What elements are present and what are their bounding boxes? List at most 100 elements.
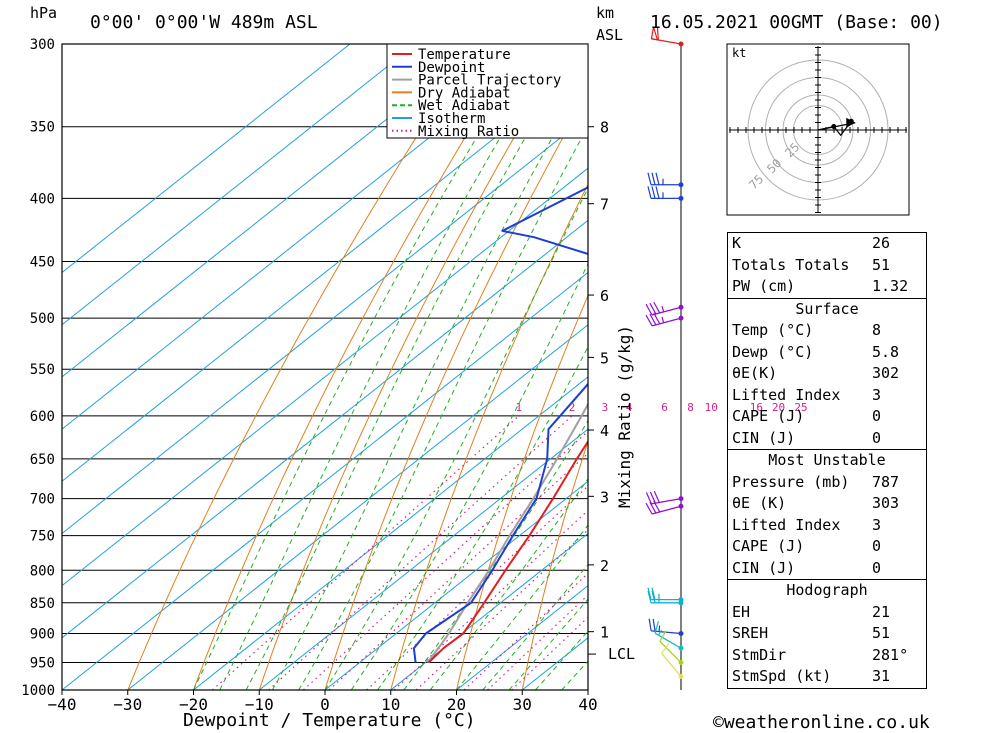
isotherm	[62, 219, 588, 639]
barb-flag	[655, 186, 660, 199]
index-value: 21	[872, 602, 891, 621]
index-value: 26	[872, 234, 891, 252]
pressure-tick-label: 450	[30, 255, 55, 271]
unit-km: km	[596, 4, 614, 22]
x-tick-label: −40	[48, 695, 77, 714]
wind-barb	[645, 500, 684, 515]
index-value: 281°	[872, 645, 909, 664]
mixing-ratio-label: 25	[794, 401, 807, 414]
barb-flag	[647, 590, 652, 603]
mixing-ratio-label: 4	[626, 401, 633, 414]
index-row: Dewp (°C) 5.8	[728, 342, 926, 364]
index-value: 302	[872, 364, 900, 382]
barb-flag	[648, 618, 652, 631]
wet-adiabat	[298, 125, 588, 690]
dry-adiabat	[193, 44, 524, 690]
index-value: 31	[872, 667, 891, 685]
km-tick-label: 5	[600, 349, 609, 367]
index-label: CIN (J)	[732, 558, 796, 577]
legend-label: Isotherm	[418, 111, 485, 127]
unit-hpa: hPa	[30, 4, 57, 22]
wet-adiabat	[324, 187, 588, 690]
barb-flag	[649, 501, 657, 514]
km-tick-label: 8	[600, 119, 609, 137]
x-tick-label: −20	[179, 695, 208, 714]
barb-dot	[678, 182, 684, 188]
barb-staff	[654, 632, 682, 649]
isotherm	[62, 271, 588, 690]
hodograph-indices-title: Hodograph	[786, 581, 868, 599]
hodograph-indices: Hodograph EH 21 SREH 51 StmDir 281° StmSpd (kt)…	[727, 579, 927, 689]
pressure-tick-label: 800	[30, 563, 55, 579]
mixing-ratio-line	[393, 509, 588, 690]
barb-flag	[651, 587, 656, 600]
pressure-tick-label: 1000	[21, 683, 55, 699]
legend-label: Temperature	[418, 47, 511, 63]
index-value: 5.8	[872, 342, 900, 361]
index-row: CAPE (J) 0	[728, 406, 926, 428]
general-indices: K 26 Totals Totals 51 PW (cm) 1.32	[727, 232, 927, 299]
barb-flag	[645, 303, 653, 316]
index-row: Totals Totals 51	[728, 255, 926, 277]
wet-adiabat	[245, 44, 581, 690]
x-tick-label: 40	[578, 695, 597, 714]
barb-flag	[649, 313, 657, 326]
index-label: Lifted Index	[732, 515, 841, 534]
barb-flag	[649, 302, 657, 315]
barb-half-flag	[658, 625, 661, 632]
barb-flag	[645, 502, 653, 515]
index-label: PW (cm)	[732, 277, 796, 295]
index-label: Dewp (°C)	[732, 342, 814, 361]
km-tick-label: 1	[600, 624, 609, 642]
most-unstable-indices: Most Unstable Pressure (mb) 787 θE (K) 303 Li…	[727, 449, 927, 580]
x-tick-label: −30	[113, 695, 142, 714]
wind-barb	[647, 186, 684, 201]
mixing-ratio-label: 3	[602, 401, 609, 414]
index-value: 1.32	[872, 277, 909, 295]
index-value: 8	[872, 321, 882, 339]
index-row: StmDir 281°	[728, 645, 926, 667]
wind-barb	[645, 490, 684, 505]
pressure-tick-label: 750	[30, 529, 55, 545]
index-label: StmSpd (kt)	[732, 667, 832, 685]
mixing-ratio-label: 10	[705, 401, 718, 414]
index-value: 0	[872, 558, 882, 577]
wet-adiabat	[377, 345, 588, 690]
index-label: CAPE (J)	[732, 537, 805, 555]
km-tick-label: 4	[600, 422, 609, 440]
wind-barb	[645, 301, 684, 316]
barb-dot	[678, 630, 684, 636]
legend-label: Dry Adiabat	[418, 85, 511, 101]
barb-staff	[659, 640, 682, 663]
barb-dot	[678, 315, 684, 321]
index-row: Lifted Index 3	[728, 385, 926, 407]
barb-half-flag	[657, 629, 663, 636]
index-row: θE(K) 302	[728, 363, 926, 385]
isotherm	[62, 44, 351, 274]
isotherm	[62, 115, 588, 535]
barb-dot	[678, 503, 684, 509]
unit-asl: ASL	[596, 26, 623, 44]
dry-adiabat	[917, 44, 1000, 690]
index-row: CIN (J) 0	[728, 558, 926, 580]
km-tick-label: 7	[600, 196, 609, 214]
km-tick-label: 6	[600, 287, 609, 305]
barb-flag	[645, 492, 653, 505]
index-label: CIN (J)	[732, 428, 796, 447]
index-value: 787	[872, 472, 900, 491]
legend-label: Dewpoint	[418, 60, 485, 76]
barb-flag	[656, 27, 659, 41]
wind-barb	[654, 621, 684, 651]
legend-box	[386, 43, 589, 139]
barb-dot	[678, 41, 684, 47]
dry-adiabat	[390, 183, 588, 690]
barb-flag	[652, 618, 656, 632]
barb-flag	[647, 587, 652, 600]
barb-staff	[651, 505, 682, 515]
index-row: PW (cm) 1.32	[728, 276, 926, 298]
index-row: CAPE (J) 0	[728, 536, 926, 558]
x-axis-title: Dewpoint / Temperature (°C)	[183, 710, 476, 731]
wind-barb	[647, 590, 684, 606]
index-label: Pressure (mb)	[732, 472, 850, 491]
index-row: SREH 51	[728, 623, 926, 645]
